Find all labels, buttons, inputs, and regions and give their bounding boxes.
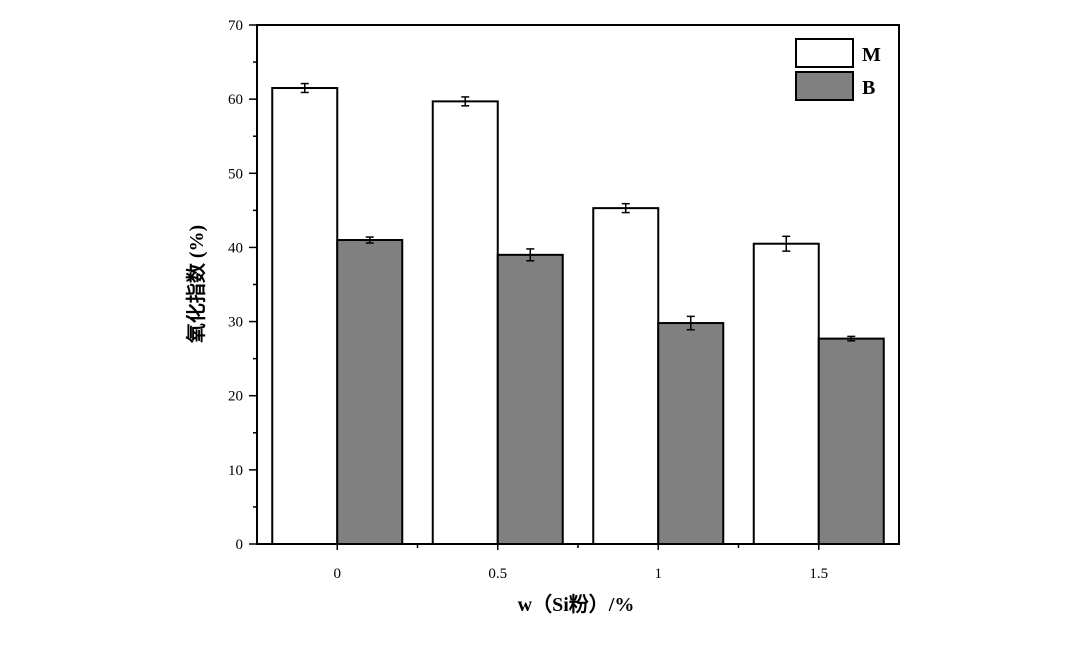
y-tick-label-10: 10 (228, 463, 243, 479)
y-tick-label-30: 30 (228, 315, 243, 331)
y-tick-label-0: 0 (236, 537, 244, 553)
y-tick-label-60: 60 (228, 92, 243, 108)
bar-B-3 (817, 337, 885, 546)
legend-swatch-B (795, 71, 854, 101)
x-tick-label-0: 0 (334, 566, 342, 582)
y-tick-label-20: 20 (228, 389, 243, 405)
legend: MB (795, 38, 881, 101)
y-tick-label-50: 50 (228, 166, 243, 182)
x-axis-title: w（Si粉）/% (518, 592, 635, 616)
y-axis-title: 氧化指数 (%) (184, 225, 208, 344)
plot-layer: 0 10 20 30 40 50 60 70 0 0.5 1 1.5 (228, 18, 900, 582)
bar-M-3 (752, 242, 820, 545)
y-tick-label-40: 40 (228, 240, 243, 256)
legend-swatch-M (795, 38, 854, 68)
bar-B-0 (336, 239, 404, 545)
bar-B-2 (657, 322, 725, 545)
bar-M-2 (592, 207, 660, 546)
bar-B-1 (496, 253, 564, 545)
x-tick-label-2: 1 (655, 566, 663, 582)
legend-label-B: B (862, 77, 875, 99)
x-tick-label-1: 0.5 (488, 566, 507, 582)
legend-label-M: M (862, 44, 881, 66)
bar-M-1 (431, 100, 499, 545)
x-tick-label-3: 1.5 (809, 566, 828, 582)
bar-M-0 (271, 87, 339, 546)
y-tick-label-70: 70 (228, 18, 243, 34)
